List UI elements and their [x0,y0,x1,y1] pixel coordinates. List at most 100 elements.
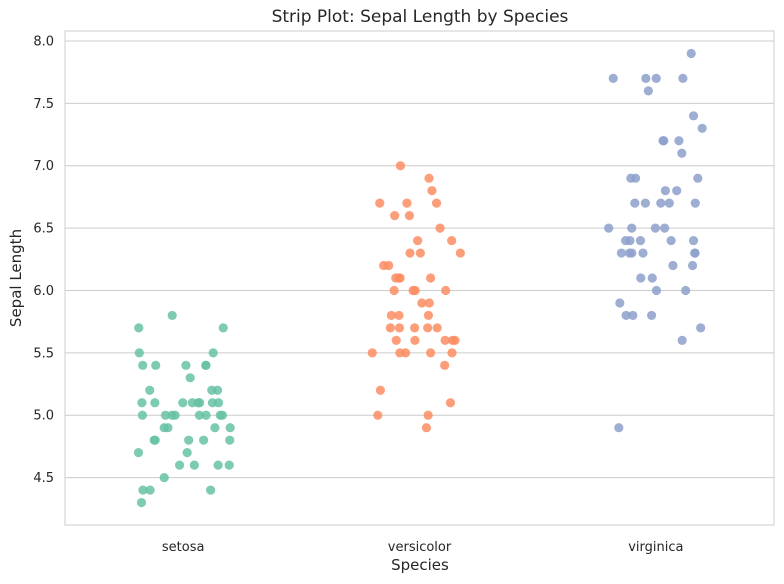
data-point-versicolor [445,398,456,408]
data-point-virginica [659,136,669,146]
data-point-versicolor [447,235,457,246]
data-point-versicolor [424,298,434,308]
data-point-setosa [213,460,223,470]
data-point-virginica [678,73,688,83]
data-point-virginica [608,73,618,83]
data-point-versicolor [405,248,415,258]
data-point-setosa [159,473,169,483]
data-point-virginica [660,186,671,196]
data-point-setosa [151,360,161,370]
data-point-virginica [690,198,700,208]
data-point-versicolor [440,335,450,345]
data-point-virginica [630,198,640,208]
data-point-virginica [674,136,684,146]
data-point-versicolor [423,323,433,333]
gridlines [65,40,774,479]
data-point-virginica [668,260,678,271]
data-point-versicolor [384,260,394,271]
data-points [133,48,707,508]
data-point-setosa [208,348,218,358]
data-point-virginica [677,335,687,345]
data-point-setosa [181,360,191,370]
data-point-setosa [138,360,148,370]
chart-title: Strip Plot: Sepal Length by Species [272,7,569,27]
data-point-virginica [630,173,641,183]
data-point-setosa [137,398,147,408]
data-point-versicolor [390,211,400,221]
data-point-virginica [646,310,657,321]
data-point-virginica [681,285,691,296]
data-point-virginica [651,285,662,296]
data-point-virginica [627,223,637,233]
data-point-virginica [614,423,624,433]
data-point-virginica [641,73,651,83]
data-point-versicolor [415,248,425,258]
data-point-setosa [170,410,180,420]
data-point-versicolor [425,348,436,358]
data-point-virginica [640,198,650,208]
data-point-virginica [643,86,653,96]
data-point-versicolor [391,335,401,345]
data-point-virginica [660,223,670,233]
y-tick-label: 6.5 [33,222,54,237]
data-point-virginica [686,48,696,59]
data-point-setosa [167,310,177,321]
data-point-virginica [615,298,625,308]
data-point-versicolor [423,310,434,321]
data-point-versicolor [385,323,395,333]
x-tick-label-virginica: virginica [628,540,683,555]
data-point-virginica [677,148,687,158]
data-point-versicolor [410,323,420,333]
x-axis-label: Species [391,556,449,574]
data-point-setosa [185,373,195,383]
x-tick-label-versicolor: versicolor [388,540,452,555]
data-point-virginica [688,111,699,121]
data-point-setosa [206,485,216,495]
data-point-versicolor [394,323,405,333]
data-point-setosa [145,385,155,395]
data-point-setosa [182,448,192,458]
data-point-virginica [696,323,706,333]
data-point-setosa [137,410,148,420]
data-point-setosa [133,448,144,458]
data-point-versicolor [395,161,406,171]
data-point-virginica [638,248,648,258]
data-point-setosa [213,398,224,408]
data-point-versicolor [395,348,405,358]
data-point-setosa [189,460,199,470]
data-point-virginica [616,248,627,258]
data-point-versicolor [440,360,450,370]
data-point-virginica [656,198,666,208]
y-tick-labels: 4.5 5.0 5.5 6.0 6.5 7.0 7.5 8.0 [33,34,54,486]
data-point-versicolor [375,385,385,395]
y-tick-label: 4.5 [33,471,54,486]
data-point-setosa [184,435,194,445]
data-point-versicolor [389,285,399,296]
data-point-virginica [604,223,614,233]
y-tick-label: 5.0 [33,409,54,424]
y-tick-label: 7.5 [33,97,54,112]
y-axis-label: Sepal Length [7,229,25,327]
data-point-versicolor [410,335,420,345]
data-point-virginica [650,223,661,233]
data-point-setosa [193,398,203,408]
data-point-versicolor [424,173,434,183]
data-point-setosa [178,398,188,408]
data-point-versicolor [435,223,445,233]
plot-area-frame [64,30,775,526]
data-point-virginica [666,235,676,246]
data-point-versicolor [432,323,442,333]
data-point-virginica [688,235,699,246]
data-point-setosa [224,460,234,470]
data-point-setosa [150,398,160,408]
data-point-setosa [199,435,209,445]
data-point-virginica [647,273,657,283]
data-point-versicolor [394,310,404,321]
data-point-setosa [150,435,160,445]
data-point-virginica [697,123,707,133]
data-point-setosa [138,485,148,495]
data-point-versicolor [441,285,451,296]
data-point-versicolor [408,285,418,296]
data-point-virginica [621,235,631,246]
data-point-setosa [201,410,211,420]
